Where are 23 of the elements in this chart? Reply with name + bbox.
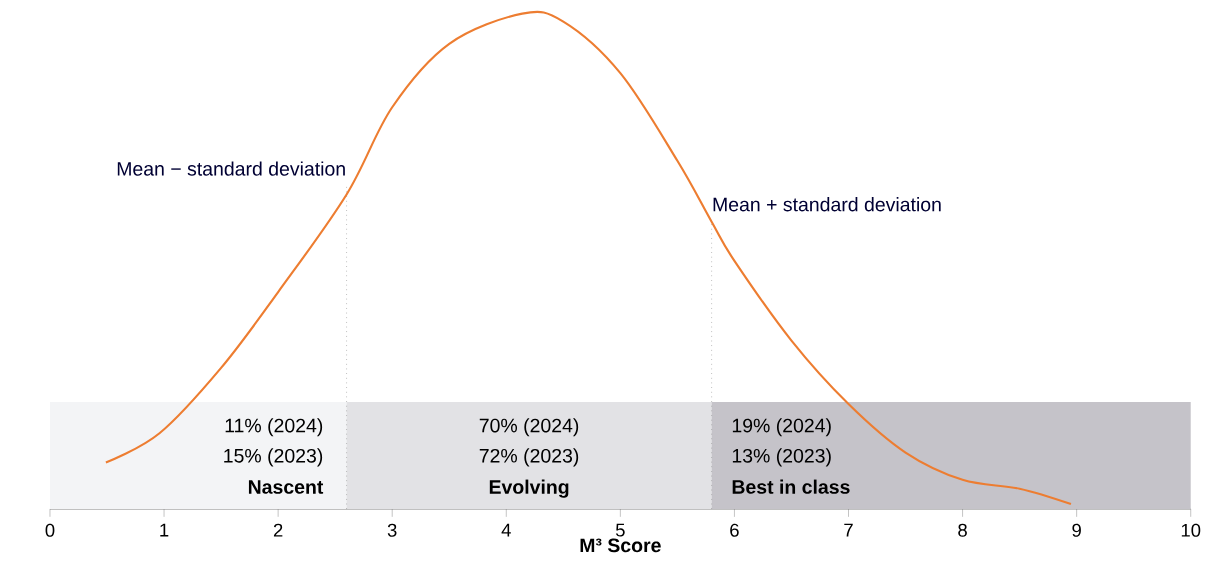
x-tick-label: 0 <box>45 523 55 537</box>
band-label: Evolving <box>489 479 569 498</box>
annotation: 72% (2023) <box>479 448 579 467</box>
annotation: 11% (2024) <box>225 417 323 437</box>
x-tick-label: 1 <box>160 523 169 537</box>
x-tick-label: 6 <box>730 523 739 537</box>
annotation: 70% (2024) <box>479 417 579 437</box>
x-tick-label: 10 <box>1181 523 1201 537</box>
x-tick-label: 5 <box>615 523 625 537</box>
x-axis-title: M³ Score <box>580 538 661 553</box>
x-tick-label: 8 <box>958 523 967 537</box>
annotation: 13% (2023) <box>732 448 831 467</box>
x-tick-label: 3 <box>387 523 397 537</box>
band-label: Best in class <box>732 479 850 494</box>
ref-line-label: Mean + standard deviation <box>713 196 941 212</box>
ref-line-label: Mean − standard deviation <box>117 161 345 176</box>
x-tick-label: 7 <box>844 523 853 537</box>
x-tick-label: 9 <box>1072 523 1081 537</box>
x-tick-label: 4 <box>501 523 511 537</box>
x-tick-label: 2 <box>273 523 283 537</box>
annotation: 15% (2023) <box>224 448 323 467</box>
band-label: Nascent <box>248 480 324 494</box>
annotation: 19% (2024) <box>732 417 831 437</box>
